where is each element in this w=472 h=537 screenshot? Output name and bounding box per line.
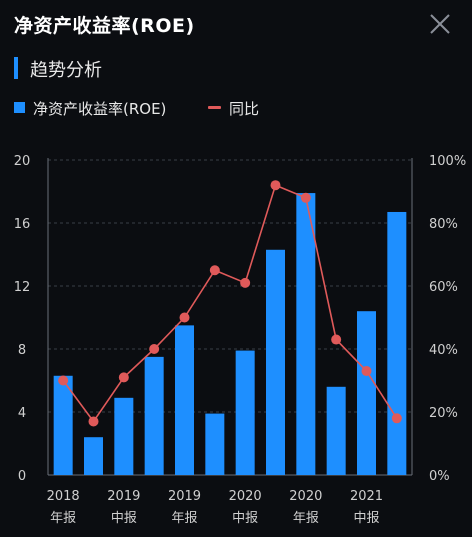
panel-header: 净资产收益率(ROE) — [0, 0, 472, 48]
x-tick-label-period: 中报 — [232, 511, 258, 526]
roe-bar — [205, 413, 225, 475]
x-tick-label-year: 2020 — [229, 489, 262, 504]
y-left-tick-label: 8 — [18, 343, 26, 358]
yoy-point — [118, 372, 129, 383]
legend-line-swatch — [208, 106, 221, 109]
roe-bar — [266, 249, 285, 475]
legend-label-yoy: 同比 — [229, 100, 260, 118]
x-tick-label-year: 2018 — [47, 489, 80, 504]
y-left-tick-label: 12 — [14, 280, 31, 295]
x-tick-label-period: 年报 — [293, 511, 319, 526]
roe-bar — [144, 356, 164, 475]
x-tick-label-period: 年报 — [171, 511, 197, 526]
yoy-point — [331, 334, 342, 345]
yoy-point — [391, 413, 402, 424]
roe-bar — [326, 386, 346, 475]
close-icon[interactable] — [428, 12, 452, 36]
yoy-point — [270, 180, 281, 191]
yoy-point — [361, 366, 372, 377]
yoy-line — [62, 184, 398, 423]
yoy-point — [240, 277, 251, 288]
panel-title: 净资产收益率(ROE) — [14, 15, 195, 37]
roe-bar — [175, 325, 194, 475]
section-accent-bar — [14, 57, 18, 79]
yoy-point — [209, 265, 220, 276]
roe-bar — [235, 350, 255, 475]
legend-label-roe: 净资产收益率(ROE) — [33, 100, 167, 118]
roe-bar — [357, 311, 376, 475]
yoy-point — [149, 344, 160, 354]
y-left-tick-label: 4 — [18, 406, 26, 421]
y-right-tick-label: 0% — [429, 469, 450, 484]
y-left-tick-label: 16 — [14, 217, 31, 232]
legend-bar-swatch — [14, 102, 25, 113]
y-left-tick-label: 20 — [14, 154, 31, 169]
x-tick-label-year: 2019 — [168, 489, 201, 504]
y-right-tick-label: 80% — [429, 217, 458, 232]
roe-bar — [387, 211, 407, 475]
roe-bar — [84, 437, 103, 475]
y-right-tick-label: 40% — [429, 343, 458, 358]
x-tick-label-year: 2021 — [350, 489, 383, 504]
x-tick-label-year: 2019 — [107, 489, 140, 504]
roe-bar — [296, 193, 316, 475]
roe-bar — [114, 397, 134, 475]
roe-bar — [53, 375, 73, 475]
section-title: 趋势分析 — [30, 60, 102, 81]
yoy-point — [179, 312, 190, 323]
y-right-tick-label: 100% — [429, 154, 466, 169]
yoy-point — [58, 375, 69, 386]
y-right-tick-label: 20% — [429, 406, 458, 421]
x-tick-label-period: 中报 — [111, 511, 137, 526]
y-right-tick-label: 60% — [429, 280, 458, 295]
x-tick-label-period: 年报 — [50, 511, 76, 526]
x-tick-label-period: 中报 — [353, 511, 379, 526]
yoy-point — [88, 416, 99, 427]
yoy-point — [300, 192, 311, 203]
x-tick-label-year: 2020 — [289, 489, 322, 504]
y-left-tick-label: 0 — [18, 469, 26, 484]
